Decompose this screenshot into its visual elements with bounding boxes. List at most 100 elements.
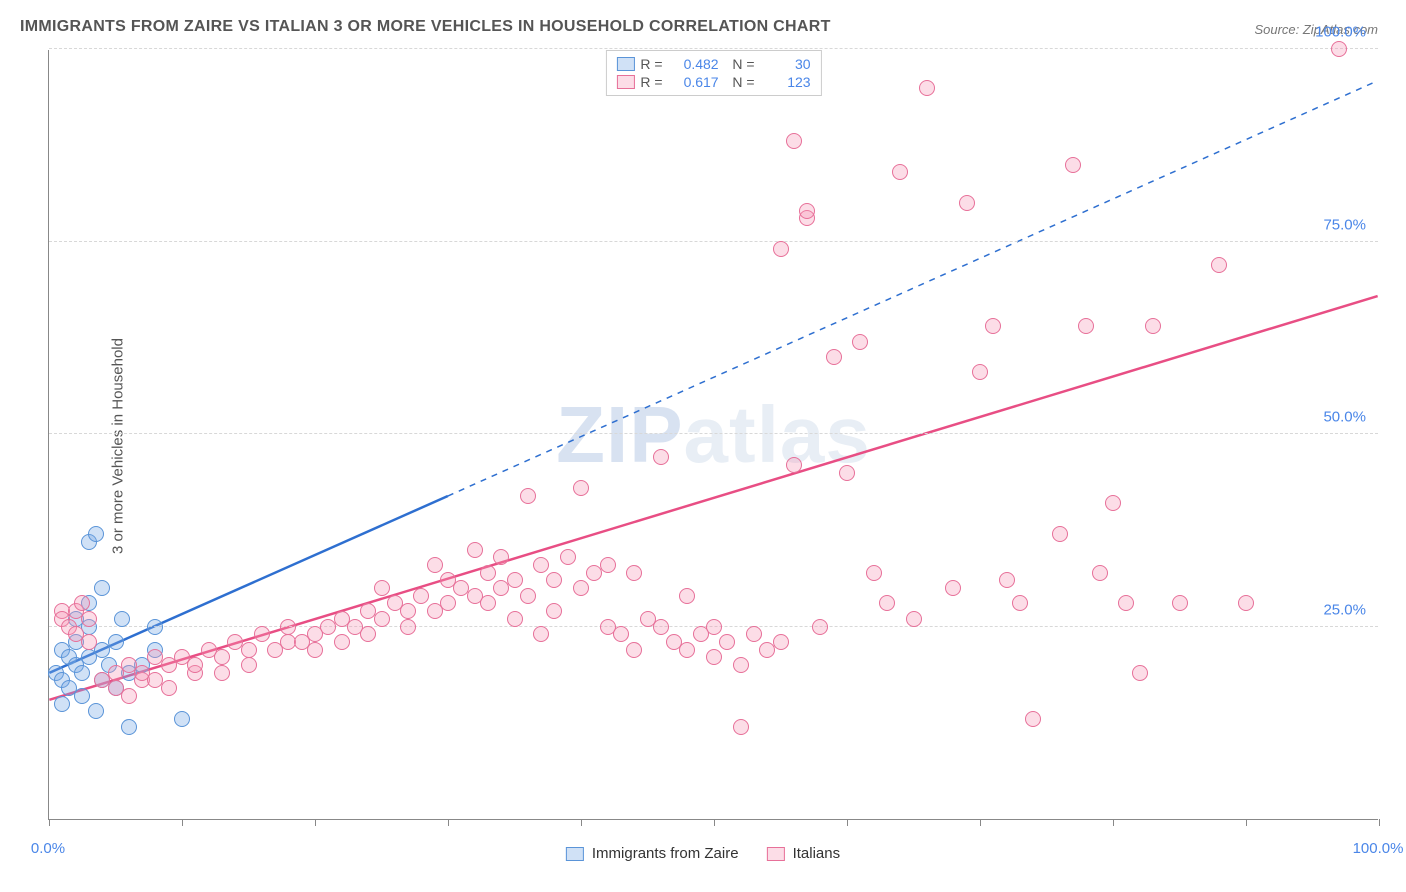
scatter-point (480, 565, 496, 581)
scatter-point (1145, 318, 1161, 334)
scatter-point (706, 649, 722, 665)
r-label: R = (640, 74, 662, 90)
scatter-point (653, 619, 669, 635)
scatter-point (839, 465, 855, 481)
scatter-point (161, 680, 177, 696)
scatter-point (88, 526, 104, 542)
scatter-point (733, 719, 749, 735)
x-tick-label: 0.0% (31, 840, 65, 857)
scatter-point (121, 719, 137, 735)
scatter-point (1118, 595, 1134, 611)
gridline (49, 433, 1378, 434)
x-tick (49, 819, 50, 826)
chart-title: IMMIGRANTS FROM ZAIRE VS ITALIAN 3 OR MO… (20, 18, 831, 36)
scatter-point (520, 488, 536, 504)
x-tick (581, 819, 582, 826)
scatter-point (799, 203, 815, 219)
scatter-point (533, 626, 549, 642)
x-tick (847, 819, 848, 826)
scatter-point (573, 480, 589, 496)
scatter-point (706, 619, 722, 635)
n-label: N = (725, 74, 755, 90)
x-tick (182, 819, 183, 826)
scatter-point (440, 595, 456, 611)
scatter-point (892, 164, 908, 180)
scatter-point (959, 195, 975, 211)
scatter-point (773, 634, 789, 650)
scatter-point (1012, 595, 1028, 611)
scatter-point (480, 595, 496, 611)
scatter-point (1025, 711, 1041, 727)
r-value-zaire: 0.482 (669, 56, 719, 72)
scatter-point (94, 580, 110, 596)
scatter-point (773, 241, 789, 257)
series-legend: Immigrants from Zaire Italians (566, 845, 840, 862)
scatter-point (400, 603, 416, 619)
legend-swatch-italians (767, 847, 785, 861)
trend-lines (49, 50, 1378, 819)
scatter-point (400, 619, 416, 635)
scatter-point (507, 572, 523, 588)
legend-item-zaire: Immigrants from Zaire (566, 845, 739, 862)
scatter-point (467, 542, 483, 558)
r-value-italians: 0.617 (669, 74, 719, 90)
scatter-point (1331, 41, 1347, 57)
scatter-point (374, 611, 390, 627)
scatter-point (374, 580, 390, 596)
scatter-point (280, 619, 296, 635)
swatch-italians (616, 75, 634, 89)
scatter-point (1092, 565, 1108, 581)
watermark: ZIPatlas (556, 389, 871, 481)
legend-label-zaire: Immigrants from Zaire (592, 845, 739, 862)
scatter-point (520, 588, 536, 604)
scatter-point (786, 457, 802, 473)
stats-row-italians: R = 0.617 N = 123 (616, 73, 810, 91)
x-tick (448, 819, 449, 826)
plot-area: ZIPatlas R = 0.482 N = 30 R = 0.617 N = … (48, 50, 1378, 820)
legend-label-italians: Italians (793, 845, 841, 862)
scatter-point (999, 572, 1015, 588)
scatter-point (985, 318, 1001, 334)
scatter-point (1132, 665, 1148, 681)
y-tick-label: 100.0% (1315, 24, 1366, 41)
scatter-point (1238, 595, 1254, 611)
scatter-point (214, 665, 230, 681)
scatter-point (114, 611, 130, 627)
scatter-point (74, 665, 90, 681)
n-value-italians: 123 (761, 74, 811, 90)
scatter-point (626, 642, 642, 658)
r-label: R = (640, 56, 662, 72)
scatter-point (879, 595, 895, 611)
x-tick (1246, 819, 1247, 826)
scatter-point (147, 619, 163, 635)
scatter-point (945, 580, 961, 596)
scatter-point (121, 688, 137, 704)
x-tick-label: 100.0% (1353, 840, 1404, 857)
scatter-point (919, 80, 935, 96)
x-tick (714, 819, 715, 826)
scatter-point (733, 657, 749, 673)
scatter-point (81, 634, 97, 650)
scatter-point (1065, 157, 1081, 173)
scatter-point (1052, 526, 1068, 542)
scatter-point (866, 565, 882, 581)
scatter-point (560, 549, 576, 565)
scatter-point (679, 642, 695, 658)
x-tick (980, 819, 981, 826)
scatter-point (1105, 495, 1121, 511)
scatter-point (812, 619, 828, 635)
scatter-point (653, 449, 669, 465)
gridline (49, 48, 1378, 49)
stats-row-zaire: R = 0.482 N = 30 (616, 55, 810, 73)
x-tick (1113, 819, 1114, 826)
scatter-point (600, 557, 616, 573)
scatter-point (174, 711, 190, 727)
scatter-point (906, 611, 922, 627)
scatter-point (241, 657, 257, 673)
y-tick-label: 50.0% (1323, 409, 1366, 426)
scatter-point (74, 595, 90, 611)
scatter-point (54, 696, 70, 712)
n-value-zaire: 30 (761, 56, 811, 72)
scatter-point (187, 657, 203, 673)
scatter-point (493, 549, 509, 565)
